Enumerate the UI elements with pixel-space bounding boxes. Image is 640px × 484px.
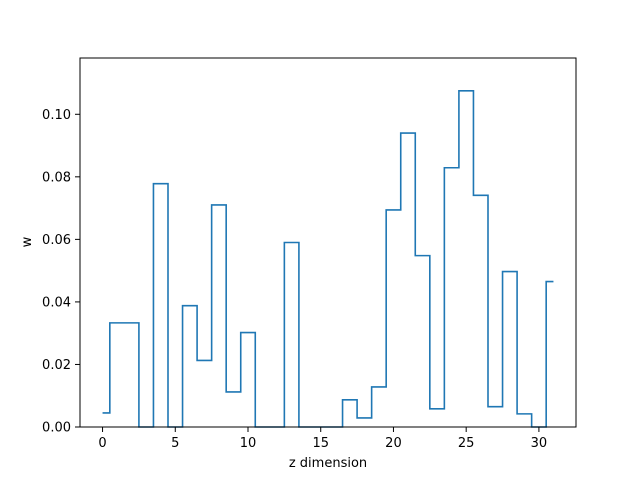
x-tick-label: 20 xyxy=(385,436,402,451)
x-tick-label: 15 xyxy=(312,436,329,451)
plot-area xyxy=(80,58,576,427)
x-axis: 0 5 10 15 20 25 30 xyxy=(98,427,547,451)
y-tick-label: 0.10 xyxy=(42,108,71,123)
y-tick-label: 0.06 xyxy=(42,233,71,248)
y-tick-label: 0.08 xyxy=(42,170,71,185)
y-axis: 0.00 0.02 0.04 0.06 0.08 0.10 xyxy=(42,108,80,436)
x-tick-label: 0 xyxy=(98,436,106,451)
y-tick-label: 0.04 xyxy=(42,295,71,310)
plot-frame xyxy=(79,57,577,428)
x-tick-label: 30 xyxy=(531,436,548,451)
x-tick-label: 10 xyxy=(240,436,257,451)
y-tick-label: 0.02 xyxy=(42,358,71,373)
y-tick-label: 0.00 xyxy=(42,421,71,436)
x-tick-label: 5 xyxy=(171,436,179,451)
x-tick-label: 25 xyxy=(458,436,475,451)
x-axis-label: z dimension xyxy=(289,456,367,471)
y-axis-label: w xyxy=(20,236,35,247)
